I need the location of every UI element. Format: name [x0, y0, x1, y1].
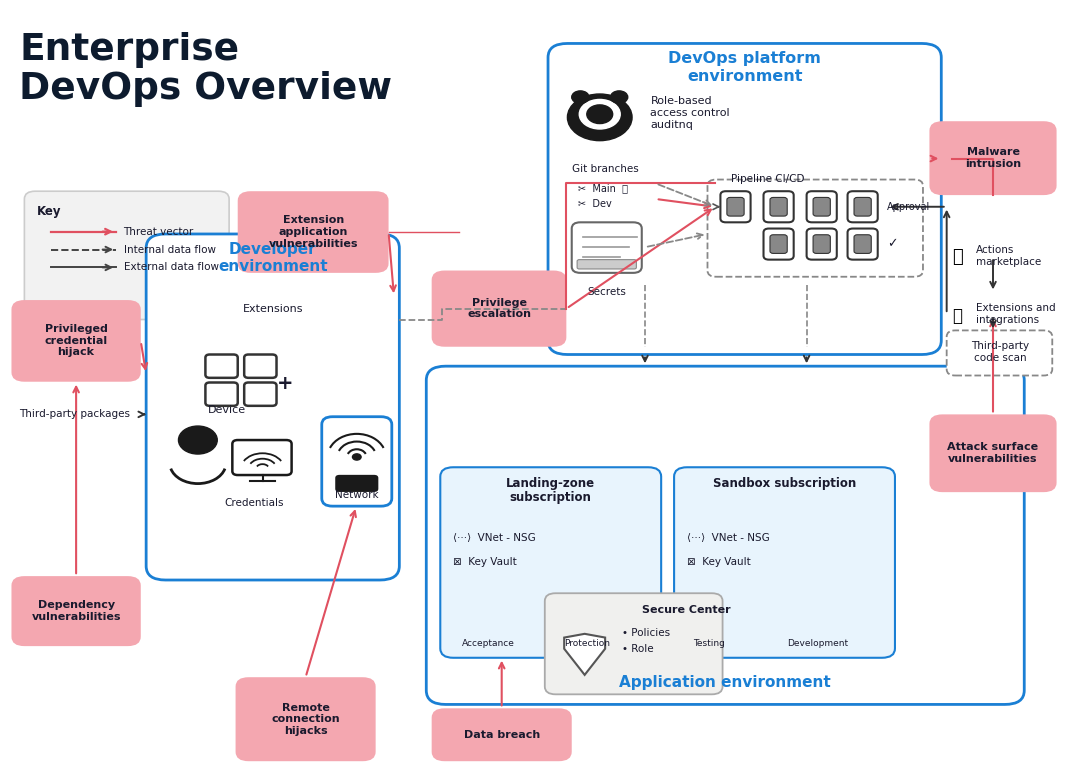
Text: ⊠  Key Vault: ⊠ Key Vault	[453, 557, 517, 566]
FancyBboxPatch shape	[674, 467, 894, 657]
Circle shape	[572, 91, 589, 104]
Text: Remote
connection
hijacks: Remote connection hijacks	[271, 703, 340, 736]
Text: 📦: 📦	[953, 307, 962, 325]
Polygon shape	[564, 634, 605, 675]
FancyBboxPatch shape	[235, 677, 375, 761]
Circle shape	[587, 105, 613, 124]
FancyBboxPatch shape	[336, 475, 379, 492]
FancyBboxPatch shape	[764, 228, 794, 259]
FancyBboxPatch shape	[548, 44, 941, 354]
Text: External data flow: External data flow	[123, 263, 219, 273]
FancyBboxPatch shape	[237, 191, 388, 273]
FancyBboxPatch shape	[807, 228, 837, 259]
Text: Privilege
escalation: Privilege escalation	[467, 298, 531, 319]
Text: Attack surface
vulnerabilities: Attack surface vulnerabilities	[947, 442, 1039, 464]
Circle shape	[579, 100, 620, 129]
FancyBboxPatch shape	[12, 576, 140, 646]
Circle shape	[611, 91, 628, 104]
Text: Git branches: Git branches	[572, 164, 639, 174]
Text: ✂  Main  🔒: ✂ Main 🔒	[578, 183, 628, 193]
FancyBboxPatch shape	[847, 191, 877, 222]
FancyBboxPatch shape	[322, 417, 392, 506]
Text: Pipeline CI/CD: Pipeline CI/CD	[732, 174, 805, 184]
FancyBboxPatch shape	[12, 300, 140, 382]
Text: Third-party
code scan: Third-party code scan	[971, 341, 1029, 363]
Text: Developer
environment: Developer environment	[218, 241, 328, 274]
Text: Enterprise
DevOps Overview: Enterprise DevOps Overview	[19, 32, 392, 107]
Text: Internal data flow: Internal data flow	[123, 245, 216, 255]
Text: Actions
marketplace: Actions marketplace	[975, 245, 1041, 266]
Text: 🔒: 🔒	[952, 249, 962, 266]
FancyBboxPatch shape	[244, 382, 276, 406]
FancyBboxPatch shape	[244, 354, 276, 378]
Text: ⊠  Key Vault: ⊠ Key Vault	[687, 557, 751, 566]
FancyBboxPatch shape	[770, 197, 788, 216]
Text: Secrets: Secrets	[588, 287, 627, 297]
Text: ⟨···⟩  VNet - NSG: ⟨···⟩ VNet - NSG	[453, 534, 536, 544]
Text: Application environment: Application environment	[619, 675, 831, 690]
FancyBboxPatch shape	[853, 234, 871, 253]
Text: Privileged
credential
hijack: Privileged credential hijack	[44, 324, 108, 358]
Text: +: +	[277, 374, 293, 393]
FancyBboxPatch shape	[721, 191, 751, 222]
Circle shape	[353, 454, 361, 460]
Text: ⟨···⟩  VNet - NSG: ⟨···⟩ VNet - NSG	[687, 534, 769, 544]
Text: Secure Center: Secure Center	[642, 605, 730, 615]
Text: Network: Network	[334, 490, 379, 500]
Text: Development: Development	[788, 640, 848, 648]
FancyBboxPatch shape	[807, 191, 837, 222]
Text: Threat vector: Threat vector	[123, 227, 194, 237]
Text: Extension
application
vulnerabilities: Extension application vulnerabilities	[269, 216, 358, 249]
Text: Acceptance: Acceptance	[462, 640, 515, 648]
FancyBboxPatch shape	[814, 234, 831, 253]
Text: Data breach: Data breach	[464, 730, 540, 740]
Text: ✂  Dev: ✂ Dev	[578, 199, 612, 209]
FancyBboxPatch shape	[929, 414, 1056, 492]
Circle shape	[178, 426, 217, 454]
Text: Approval: Approval	[887, 202, 931, 212]
FancyBboxPatch shape	[847, 228, 877, 259]
FancyBboxPatch shape	[432, 270, 566, 347]
FancyBboxPatch shape	[205, 354, 237, 378]
FancyBboxPatch shape	[853, 197, 871, 216]
FancyBboxPatch shape	[440, 467, 661, 657]
Text: Landing-zone
subscription: Landing-zone subscription	[506, 477, 596, 504]
Text: Protection: Protection	[564, 640, 611, 648]
FancyBboxPatch shape	[929, 122, 1056, 195]
Text: Dependency
vulnerabilities: Dependency vulnerabilities	[31, 601, 121, 622]
FancyBboxPatch shape	[432, 708, 572, 761]
FancyBboxPatch shape	[727, 197, 745, 216]
FancyBboxPatch shape	[146, 234, 399, 580]
Text: Third-party packages: Third-party packages	[19, 410, 129, 419]
Text: Malware
intrusion: Malware intrusion	[965, 147, 1021, 169]
Text: • Role: • Role	[623, 643, 654, 654]
Text: • Policies: • Policies	[623, 628, 670, 638]
Text: Testing: Testing	[694, 640, 725, 648]
FancyBboxPatch shape	[770, 234, 788, 253]
FancyBboxPatch shape	[426, 366, 1024, 704]
Text: Sandbox subscription: Sandbox subscription	[713, 477, 856, 489]
Text: Credentials: Credentials	[224, 499, 284, 509]
FancyBboxPatch shape	[814, 197, 831, 216]
Text: ✓: ✓	[887, 238, 898, 251]
FancyBboxPatch shape	[545, 594, 723, 694]
Text: Device: Device	[208, 405, 246, 415]
Text: Extensions: Extensions	[243, 304, 303, 314]
Text: Role-based
access control
auditnq: Role-based access control auditnq	[651, 97, 730, 130]
Text: DevOps platform
environment: DevOps platform environment	[668, 51, 821, 83]
FancyBboxPatch shape	[25, 191, 229, 319]
Text: Extensions and
integrations: Extensions and integrations	[975, 303, 1055, 325]
FancyBboxPatch shape	[205, 382, 237, 406]
FancyBboxPatch shape	[577, 259, 637, 269]
FancyBboxPatch shape	[946, 330, 1052, 375]
FancyBboxPatch shape	[572, 222, 642, 273]
FancyBboxPatch shape	[232, 440, 291, 475]
Text: Key: Key	[38, 205, 62, 218]
Circle shape	[568, 94, 632, 141]
FancyBboxPatch shape	[764, 191, 794, 222]
